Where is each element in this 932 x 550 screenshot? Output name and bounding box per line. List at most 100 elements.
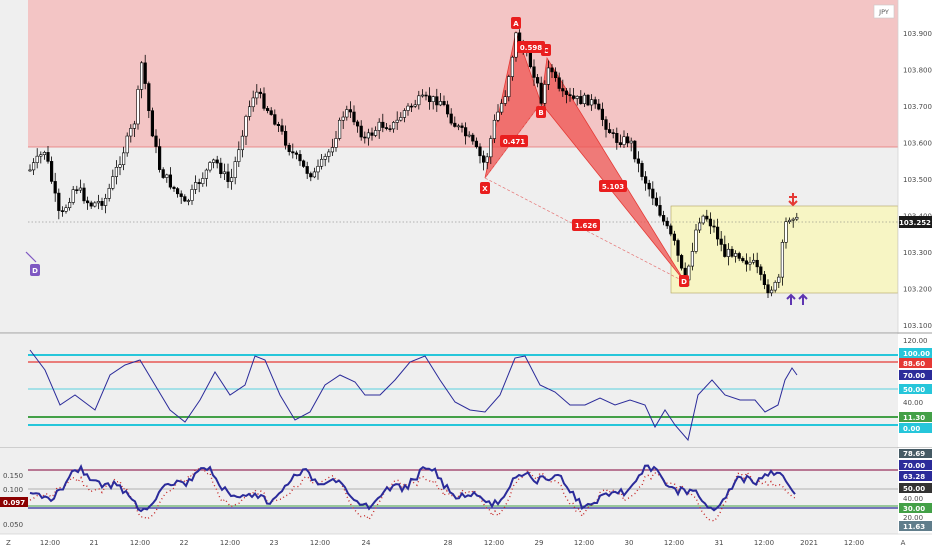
arrow-up-icon	[786, 293, 796, 305]
candle-body	[737, 253, 741, 259]
candle-body	[129, 128, 133, 137]
candle-body	[388, 128, 392, 130]
indicator-panel-1[interactable]	[0, 334, 898, 447]
candle-body	[89, 202, 93, 207]
time-label: 28	[444, 539, 453, 547]
svg-text:78.69: 78.69	[903, 450, 925, 458]
candle-body	[769, 289, 774, 294]
panel-2-axis: 78.69 70.00 63.28 50.00 40.00 30.00 20.0…	[899, 449, 932, 531]
candle-body	[759, 266, 763, 275]
candle-body	[712, 225, 716, 228]
candle-body	[194, 182, 198, 190]
candle-body	[258, 91, 263, 94]
ratio-label-ac: 0.471	[500, 135, 528, 147]
candle-body	[381, 121, 385, 128]
candle-body	[449, 113, 453, 124]
candle-body	[57, 192, 61, 211]
candle-body	[467, 134, 471, 137]
candle-body	[741, 258, 745, 262]
svg-text:63.28: 63.28	[903, 473, 925, 481]
candle-body	[791, 218, 795, 221]
svg-text:A: A	[513, 20, 519, 28]
candle-body	[535, 77, 540, 84]
candle-body	[762, 274, 766, 285]
candle-body	[604, 119, 608, 130]
candle-body	[355, 121, 360, 127]
candle-body	[107, 188, 111, 199]
time-label: 12:00	[310, 539, 330, 547]
candle-body	[363, 136, 367, 139]
candle-body	[435, 96, 439, 106]
time-label: 12:00	[484, 539, 504, 547]
svg-text:20.00: 20.00	[903, 514, 923, 522]
candle-body	[471, 134, 475, 142]
candle-body	[323, 156, 327, 160]
candle-body	[132, 123, 137, 129]
candle-body	[571, 95, 576, 99]
candle-body	[672, 233, 676, 241]
candle-body	[255, 91, 259, 99]
candle-body	[438, 101, 443, 106]
candle-body	[359, 125, 363, 138]
candle-body	[280, 125, 284, 132]
candle-body	[352, 111, 356, 123]
price-tick-label: 103.900	[903, 30, 932, 38]
candle-body	[618, 142, 622, 145]
candle-body	[186, 200, 191, 202]
candle-body	[49, 161, 54, 182]
candle-body	[35, 155, 39, 163]
candle-body	[269, 110, 273, 115]
candle-body	[179, 193, 183, 197]
candle-body	[557, 77, 561, 89]
candle-body	[31, 162, 36, 171]
currency-badge[interactable]: JPY	[873, 4, 895, 19]
candle-body	[514, 32, 518, 58]
candle-body	[82, 187, 86, 202]
candle-body	[75, 189, 79, 191]
candle-body	[625, 136, 630, 144]
price-tick-label: 103.300	[903, 249, 932, 257]
candle-body	[694, 229, 698, 252]
time-axis-labels: 12:00 21 12:00 22 12:00 23 12:00 24 28 1…	[40, 539, 906, 547]
svg-text:40.00: 40.00	[903, 495, 923, 503]
svg-text:30.00: 30.00	[903, 505, 925, 513]
price-tick-label: 103.700	[903, 103, 932, 111]
candle-body	[661, 215, 666, 222]
price-tick-label: 103.600	[903, 140, 932, 148]
candle-body	[212, 159, 216, 163]
candle-body	[183, 196, 187, 202]
candle-body	[647, 182, 651, 190]
candle-body	[600, 108, 604, 120]
svg-text:1.626: 1.626	[575, 222, 597, 230]
candle-body	[244, 116, 248, 137]
candle-body	[68, 202, 72, 209]
candle-body	[665, 220, 669, 227]
price-axis[interactable]	[898, 0, 932, 333]
candle-body	[165, 174, 169, 178]
candle-body	[453, 122, 457, 127]
time-axis-left-glyph[interactable]: Z	[6, 539, 11, 547]
candle-body	[251, 97, 255, 108]
price-tick-label: 103.200	[903, 286, 932, 294]
candle-body	[460, 125, 464, 128]
svg-text:100.00: 100.00	[903, 350, 930, 358]
candle-body	[327, 151, 331, 157]
candle-body	[204, 169, 209, 179]
candle-body	[705, 215, 709, 220]
candle-body	[140, 62, 144, 90]
candle-body	[528, 51, 532, 68]
candle-body	[651, 188, 655, 199]
candle-body	[406, 105, 410, 111]
svg-text:C: C	[543, 47, 548, 55]
ratio-label-bd: 5.103	[599, 180, 627, 192]
candle-body	[154, 135, 158, 147]
ratio-label-xb: 0.598	[517, 41, 545, 53]
candle-body	[136, 89, 140, 125]
candle-body	[298, 154, 302, 162]
candle-body	[589, 99, 594, 106]
ratio-label-xd: 1.626	[572, 219, 600, 231]
candle-body	[226, 171, 230, 182]
candle-body	[456, 125, 461, 128]
time-axis[interactable]	[0, 534, 932, 550]
